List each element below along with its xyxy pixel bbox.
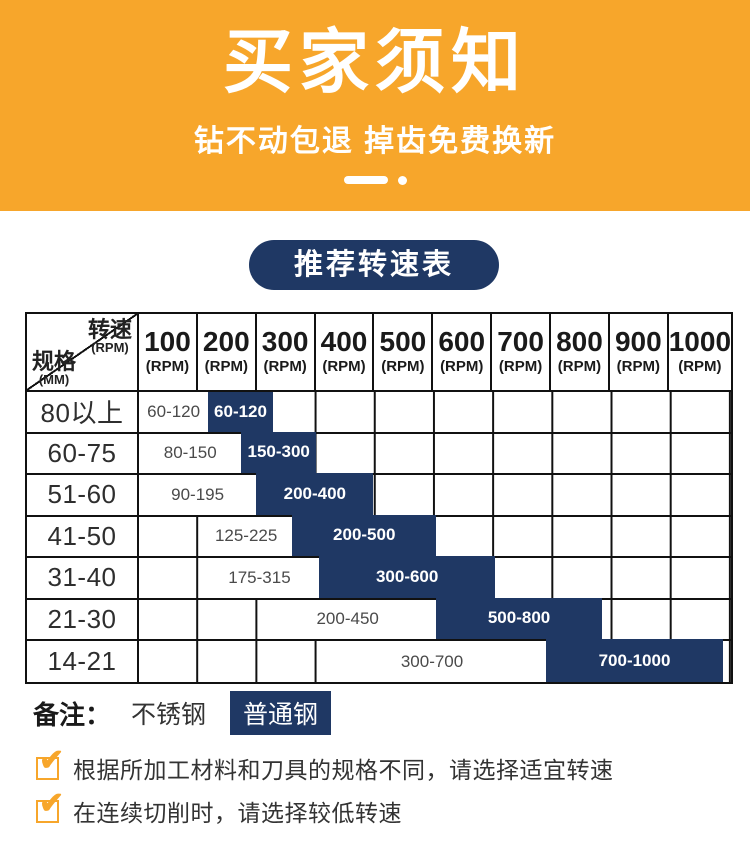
row-track: 90-195 200-400	[139, 473, 731, 515]
table-row: 60-75 80-150 150-300	[27, 431, 731, 475]
rpm-column-header: 400 (RPM)	[316, 314, 375, 390]
note-text: 根据所加工材料和刀具的规格不同，请选择适宜转速	[73, 757, 614, 783]
normal-steel-range-cell: 150-300	[241, 431, 316, 473]
stainless-range-cell: 60-120	[139, 392, 209, 432]
speed-table-heading: 推荐转速表	[249, 240, 499, 290]
banner-decoration	[0, 175, 750, 185]
normal-steel-range-cell: 500-800	[436, 597, 602, 639]
speed-table: 转速 (RPM) 规格 (MM) 100 (RPM) 200 (RPM) 300 (R…	[25, 312, 733, 684]
dash-decoration	[343, 176, 388, 184]
normal-steel-range-cell: 200-500	[292, 514, 437, 556]
stainless-range-cell: 300-700	[318, 641, 546, 682]
corner-cell: 转速 (RPM) 规格 (MM)	[27, 314, 139, 390]
corner-rpm-label: 转速 (RPM)	[87, 317, 132, 356]
row-track: 60-120 60-120	[139, 392, 731, 432]
legend-normal-steel: 普通钢	[230, 691, 332, 735]
stainless-range-cell: 80-150	[139, 433, 242, 473]
spec-label: 31-40	[27, 558, 139, 598]
note-item: ✔ 根据所加工材料和刀具的规格不同，请选择适宜转速	[36, 745, 614, 785]
legend-label: 备注：	[33, 699, 112, 730]
banner-title: 买家须知	[223, 23, 527, 101]
banner: 买家须知 钻不动包退 掉齿免费换新	[0, 0, 750, 211]
dot-decoration	[397, 175, 407, 185]
row-track: 200-450 500-800	[139, 597, 731, 639]
row-track: 300-700 700-1000	[139, 639, 731, 682]
row-track: 125-225 200-500	[139, 514, 731, 556]
normal-steel-range-cell: 200-400	[256, 473, 374, 515]
table-row: 51-60 90-195 200-400	[27, 473, 731, 517]
banner-subtitle: 钻不动包退 掉齿免费换新	[193, 124, 557, 158]
corner-spec-label: 规格 (MM)	[32, 348, 77, 387]
rpm-column-header: 200 (RPM)	[198, 314, 257, 390]
note-item: ✔ 在连续切削时，请选择较低转速	[36, 788, 402, 828]
checkbox-check-icon: ✔	[36, 745, 64, 780]
spec-label: 51-60	[27, 475, 139, 515]
stainless-range-cell: 125-225	[199, 516, 293, 556]
stainless-range-cell: 90-195	[139, 475, 257, 515]
legend-stainless-steel: 不锈钢	[131, 701, 207, 729]
rpm-column-header: 600 (RPM)	[433, 314, 493, 390]
spec-label: 60-75	[27, 433, 139, 473]
rpm-column-header: 800 (RPM)	[551, 314, 610, 390]
rpm-column-header: 100 (RPM)	[139, 314, 198, 390]
row-track: 80-150 150-300	[139, 431, 731, 473]
spec-label: 80以上	[27, 392, 139, 432]
rpm-column-header: 700 (RPM)	[492, 314, 552, 390]
rpm-column-header: 1000 (RPM)	[668, 326, 732, 376]
table-row: 14-21 300-700 700-1000	[27, 639, 731, 682]
table-row: 21-30 200-450 500-800	[27, 597, 731, 641]
normal-steel-range-cell: 700-1000	[545, 639, 724, 682]
normal-steel-range-cell: 60-120	[208, 392, 273, 432]
table-row: 31-40 175-315 300-600	[27, 556, 731, 600]
rpm-column-header: 500 (RPM)	[374, 314, 434, 390]
stainless-range-cell: 175-315	[199, 558, 319, 598]
table-row: 41-50 125-225 200-500	[27, 514, 731, 558]
table-row: 80以上 60-120 60-120	[27, 392, 731, 434]
note-text: 在连续切削时，请选择较低转速	[73, 800, 402, 826]
spec-label: 21-30	[27, 599, 139, 639]
speed-table-header-row: 转速 (RPM) 规格 (MM) 100 (RPM) 200 (RPM) 300 (R…	[27, 314, 731, 392]
row-track: 175-315 300-600	[139, 556, 731, 598]
checkbox-check-icon: ✔	[36, 788, 64, 823]
spec-label: 41-50	[27, 516, 139, 556]
spec-label: 14-21	[27, 641, 139, 682]
legend: 备注： 不锈钢 普通钢	[33, 691, 332, 735]
normal-steel-range-cell: 300-600	[318, 556, 496, 598]
stainless-range-cell: 200-450	[259, 599, 437, 639]
rpm-column-header: 900 (RPM)	[610, 314, 669, 390]
rpm-column-header: 300 (RPM)	[257, 314, 316, 390]
